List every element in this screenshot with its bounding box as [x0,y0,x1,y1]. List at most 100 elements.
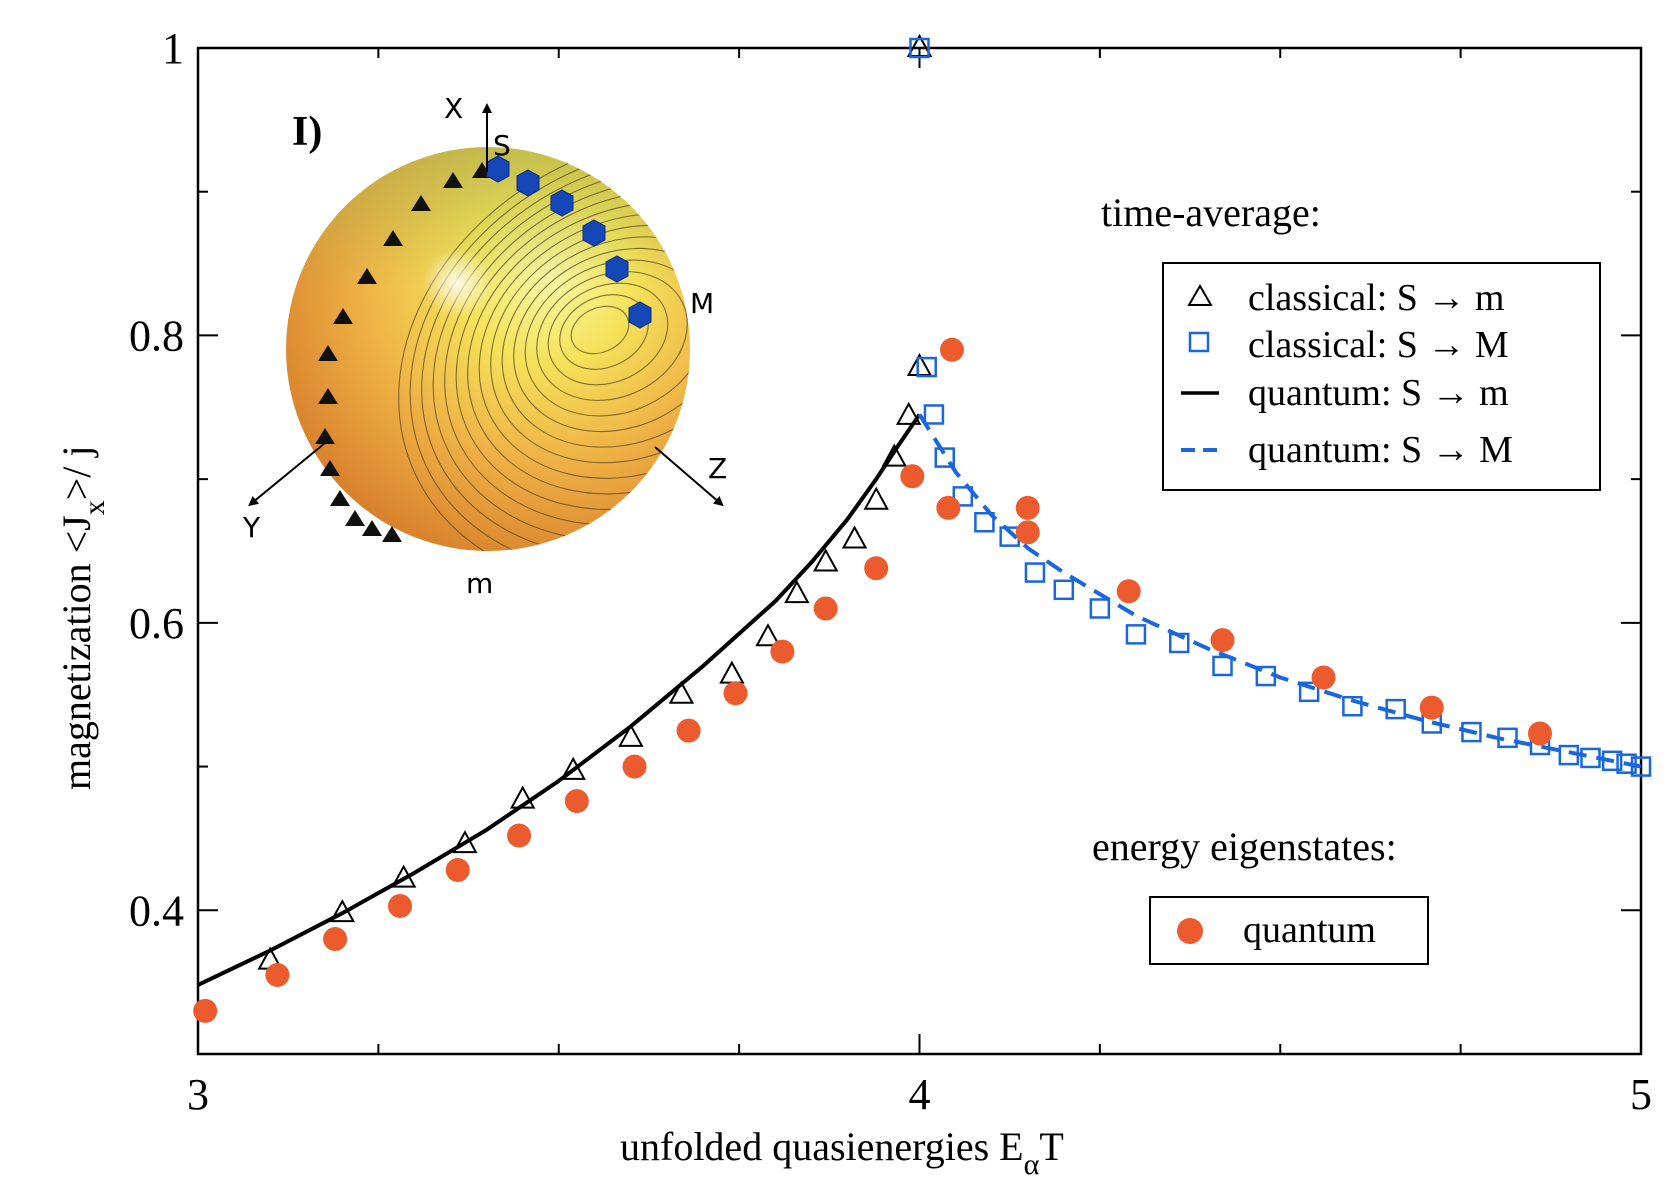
point-s-label: S [493,129,511,162]
y-tick-label: 0.4 [129,886,184,935]
x-axis-label-tail: T [1039,1124,1063,1169]
eigenstate-point [723,681,748,706]
legend-marker-triangle [1187,284,1213,306]
classical-big-m-point [1053,579,1075,601]
legend-marker-circle [1177,918,1203,944]
legend-title-energy: energy eigenstates: [1092,824,1397,869]
classical-big-m-point [1630,756,1652,777]
eigenstate-point [193,998,218,1023]
classical-small-m-point [452,830,478,854]
classical-big-m-point [909,37,930,59]
markers [193,33,1652,1023]
classical-small-m-point [618,723,644,747]
eigenstate-point [1210,628,1235,653]
tick-labels: 3 4 5 0.4 0.6 0.8 1 [129,24,1652,1119]
classical-big-m-point [1580,747,1601,769]
eigenstate-point [1015,520,1040,545]
classical-small-m-point [719,660,745,684]
contour-line [536,271,688,401]
trajectory-cone [383,230,403,246]
classical-small-m-point [784,580,810,604]
quantum-big-m-curve [917,413,1641,769]
trajectory-cone [333,308,353,324]
trajectory-cone [315,428,335,444]
classical-big-m-point [1212,655,1233,677]
eigenstate-point [1419,695,1444,720]
x-tick-label: 4 [909,1070,931,1119]
y-axis-label-main: magnetization <J [54,515,99,790]
contour-line [547,282,669,386]
classical-small-m-point [895,401,922,425]
classical-big-m-point [1125,624,1147,645]
trajectory-cube [550,189,574,217]
contour-line [455,189,690,511]
trajectory-cube [605,255,629,283]
classical-small-m-point [329,899,355,923]
classical-big-m-point [916,356,937,378]
trajectory-cube [486,155,510,183]
axis-x-label: X [444,92,463,125]
classical-big-m-point [1616,753,1637,774]
eigenstate-point [1527,721,1552,746]
eigenstate-point [564,789,589,814]
eigenstate-point [939,337,964,362]
x-axis-label-main: unfolded quasienergies E [620,1124,1024,1169]
y-tick-label: 0.6 [129,599,184,648]
classical-big-m-point [1461,721,1482,743]
classical-big-m-point [1342,695,1363,717]
trajectory-cone [411,195,431,211]
eigenstate-point [1015,495,1040,520]
trajectory-cube [628,301,652,329]
axis-y-label: Y [242,511,261,544]
x-tick-label: 5 [1630,1070,1652,1119]
trajectory-cone [345,510,365,526]
trajectory-cube [582,219,606,247]
classical-small-m-point [390,864,417,888]
eigenstate-point [1116,579,1141,604]
axis-z-label: Z [708,452,727,485]
inset-bloch-sphere: X Y Z S M m [242,92,727,600]
point-m-big-label: M [690,287,714,320]
contour-line [570,305,630,355]
contour-line [524,259,690,417]
y-tick-label: 1 [162,24,184,73]
panel-label: I) [292,109,322,155]
sphere-glare [390,230,530,370]
eigenstate-point [936,495,961,520]
classical-small-m-point [509,785,536,809]
y-axis-label: magnetization <Jx>/ j [54,445,111,790]
contour-line [501,236,690,448]
trajectory-cone [382,526,402,542]
eigenstate-point [900,464,925,489]
eigenstate-point [813,596,838,621]
classical-big-m-point [1168,632,1190,654]
axis-y-arrow [248,442,326,507]
contour-line [432,166,690,542]
classical-big-m-point [934,447,956,468]
classical-big-m-point [923,404,945,425]
classical-small-m-point [881,443,907,467]
trajectory-cone [362,520,382,536]
axis-z-arrow [654,446,724,507]
y-tick-label: 0.8 [129,311,184,360]
legend-marker-square [1188,331,1210,353]
contour-line [444,178,690,526]
eigenstate-point [864,556,889,581]
classical-small-m-point [863,486,889,510]
classical-big-m-point [1601,750,1623,772]
eigenstate-point [323,927,348,952]
legend-entry-eigen-quantum: quantum [1243,909,1376,951]
legend-entry-classical-small-m: classical: S → m [1248,277,1504,319]
classical-small-m-point [668,680,695,704]
quantum-small-m-curve [198,413,922,987]
classical-big-m-point [952,486,974,507]
eigenstate-point [770,639,795,664]
trajectory-cone [318,345,338,361]
x-tick-label: 3 [187,1070,209,1119]
legend-entry-quantum-big-m: quantum: S → M [1248,429,1513,471]
classical-big-m-point [1089,598,1111,619]
trajectory-cone [443,172,463,188]
eigenstate-point [265,962,290,987]
legend-entry-quantum-small-m: quantum: S → m [1248,372,1509,414]
